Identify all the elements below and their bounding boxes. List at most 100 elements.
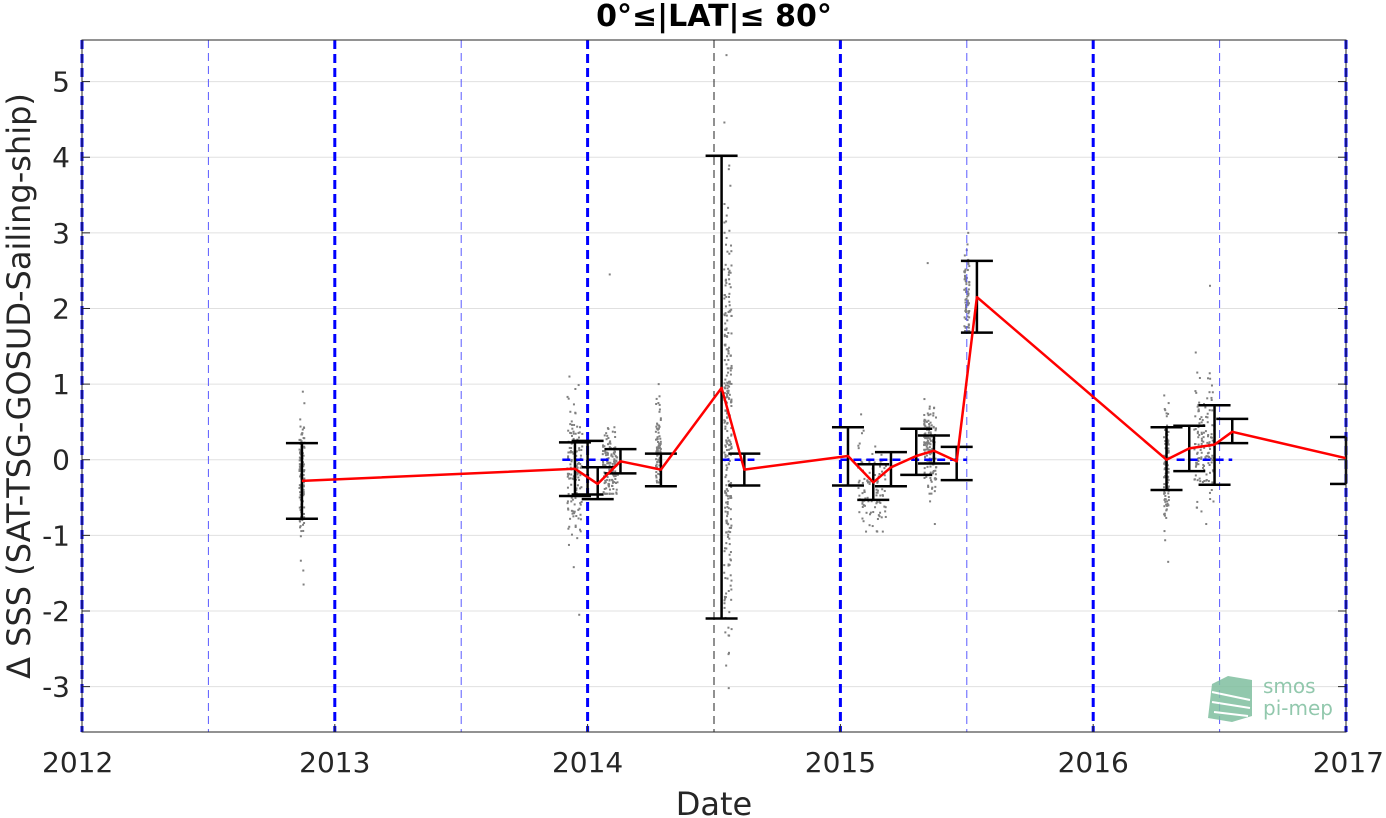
scatter-point xyxy=(578,479,581,482)
scatter-point xyxy=(658,424,661,427)
scatter-point xyxy=(929,500,932,503)
scatter-point xyxy=(727,168,730,171)
scatter-point xyxy=(728,553,731,556)
scatter-point xyxy=(658,435,661,438)
scatter-point xyxy=(1167,492,1170,495)
scatter-point xyxy=(723,550,726,553)
scatter-point xyxy=(303,506,306,509)
scatter-point xyxy=(967,302,970,305)
scatter-point xyxy=(1167,485,1170,488)
scatter-point xyxy=(923,413,926,416)
scatter-point xyxy=(1210,433,1213,436)
scatter-point xyxy=(612,474,615,477)
scatter-point xyxy=(566,472,569,475)
scatter-point xyxy=(727,371,730,374)
scatter-point xyxy=(578,507,581,510)
scatter-point xyxy=(879,460,882,463)
scatter-point xyxy=(1208,409,1211,412)
scatter-point xyxy=(1167,504,1170,507)
scatter-point xyxy=(1200,451,1203,454)
scatter-point xyxy=(1196,405,1199,408)
scatter-point xyxy=(606,462,609,465)
scatter-point xyxy=(930,424,933,427)
scatter-point xyxy=(570,509,573,512)
scatter-point xyxy=(877,514,880,517)
scatter-point xyxy=(926,447,929,450)
scatter-point xyxy=(725,327,728,330)
scatter-point xyxy=(571,512,574,515)
scatter-point xyxy=(567,451,570,454)
scatter-point xyxy=(299,418,302,421)
scatter-point xyxy=(964,309,967,312)
scatter-point xyxy=(723,313,726,316)
scatter-point xyxy=(606,427,609,430)
scatter-point xyxy=(730,481,733,484)
scatter-point xyxy=(966,319,969,322)
scatter-point xyxy=(723,564,726,567)
scatter-point xyxy=(658,446,661,449)
scatter-point xyxy=(606,452,609,455)
scatter-point xyxy=(1212,500,1215,503)
scatter-point xyxy=(1195,391,1198,394)
scatter-point xyxy=(659,418,662,421)
scatter-point xyxy=(655,471,658,474)
scatter-point xyxy=(1209,457,1212,460)
scatter-point xyxy=(931,487,934,490)
scatter-point xyxy=(614,470,617,473)
scatter-point xyxy=(728,278,731,281)
scatter-point xyxy=(725,468,728,471)
scatter-point xyxy=(878,472,881,475)
scatter-point xyxy=(604,452,607,455)
scatter-point xyxy=(727,206,730,209)
scatter-point xyxy=(725,464,728,467)
scatter-point xyxy=(1167,479,1170,482)
scatter-point xyxy=(724,490,727,493)
scatter-point xyxy=(579,462,582,465)
scatter-point xyxy=(302,463,305,466)
scatter-point xyxy=(884,515,887,518)
scatter-point xyxy=(923,476,926,479)
scatter-point xyxy=(655,464,658,467)
scatter-point xyxy=(728,300,731,303)
scatter-point xyxy=(1167,441,1170,444)
scatter-point xyxy=(614,477,617,480)
scatter-point xyxy=(607,461,610,464)
scatter-point xyxy=(1211,469,1214,472)
scatter-point xyxy=(611,455,614,458)
scatter-point xyxy=(730,628,733,631)
scatter-point xyxy=(729,518,732,521)
scatter-point xyxy=(725,441,728,444)
scatter-point xyxy=(928,407,931,410)
scatter-point xyxy=(870,500,873,503)
scatter-point xyxy=(726,500,729,503)
scatter-point xyxy=(883,489,886,492)
scatter-point xyxy=(566,502,569,505)
scatter-point xyxy=(723,391,726,394)
scatter-point xyxy=(298,468,301,471)
scatter-point xyxy=(1208,491,1211,494)
scatter-point xyxy=(1202,436,1205,439)
scatter-point xyxy=(1167,496,1170,499)
scatter-point xyxy=(1198,457,1201,460)
scatter-point xyxy=(729,354,732,357)
scatter-point xyxy=(730,526,733,529)
scatter-point xyxy=(568,472,571,475)
scatter-point xyxy=(933,490,936,493)
scatter-point xyxy=(303,512,306,515)
scatter-point xyxy=(724,453,727,456)
scatter-point xyxy=(1208,372,1211,375)
scatter-point xyxy=(606,460,609,463)
scatter-point xyxy=(655,463,658,466)
scatter-point xyxy=(1207,462,1210,465)
scatter-point xyxy=(927,414,930,417)
scatter-point xyxy=(1196,506,1199,509)
scatter-point xyxy=(1163,498,1166,501)
scatter-point xyxy=(967,261,970,264)
scatter-point xyxy=(730,405,733,408)
scatter-point xyxy=(867,500,870,503)
scatter-point xyxy=(726,319,729,322)
scatter-point xyxy=(727,439,730,442)
scatter-point xyxy=(607,482,610,485)
scatter-point xyxy=(576,425,579,428)
scatter-point xyxy=(1210,384,1213,387)
